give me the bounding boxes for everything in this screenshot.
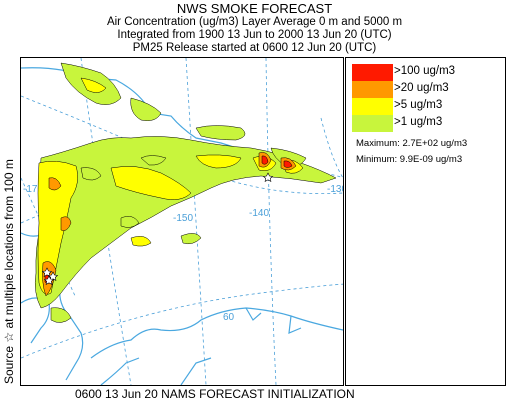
legend-swatch [352,64,393,81]
star-icon [41,267,53,277]
legend-item-gt5: >5 ug/m3 [352,98,502,115]
smoke-contour-gt5 [37,77,304,295]
star-icon [262,172,274,182]
minimum-value: Minimum: 9.9E-09 ug/m3 [356,154,463,165]
legend-item-gt1: >1 ug/m3 [352,115,502,132]
forecast-initialization: 0600 13 Jun 20 NAMS FORECAST INITIALIZAT… [75,387,355,401]
legend-swatch [352,81,393,98]
map-title: NWS SMOKE FORECAST [176,1,333,16]
lon-label-140: -140 [249,208,269,219]
star-icon [47,271,59,281]
maximum-value: Maximum: 2.7E+02 ug/m3 [356,138,468,149]
lon-label-170: -170 [23,184,43,195]
subtitle-integration: Integrated from 1900 13 Jun to 2000 13 J… [117,29,392,41]
smoke-contour-gt1 [34,62,337,323]
legend-label: >20 ug/m3 [394,82,449,94]
legend-label: >5 ug/m3 [394,99,443,111]
lon-label-130: -130 [327,184,343,195]
legend-item-gt100: >100 ug/m3 [352,64,502,81]
legend-label: >100 ug/m3 [394,65,456,77]
legend-item-gt20: >20 ug/m3 [352,81,502,98]
legend-swatch [352,115,393,132]
source-markers [41,172,274,285]
legend-panel: >100 ug/m3 >20 ug/m3 >5 ug/m3 >1 ug/m3 M… [345,57,506,386]
star-icon [43,275,55,285]
subtitle-release: PM25 Release started at 0600 12 Jun 20 (… [132,42,377,54]
legend-swatch [352,98,393,115]
lat-label-60: 60 [223,312,235,323]
subtitle-concentration: Air Concentration (ug/m3) Layer Average … [106,16,403,28]
lon-label-150: -150 [173,213,193,224]
map-canvas: -170 -150 -140 -130 60 [21,58,343,385]
smoke-map: -170 -150 -140 -130 60 [20,57,344,386]
legend-label: >1 ug/m3 [394,116,443,128]
source-location-label: Source ☆ at multiple locations from 100 … [2,159,16,384]
